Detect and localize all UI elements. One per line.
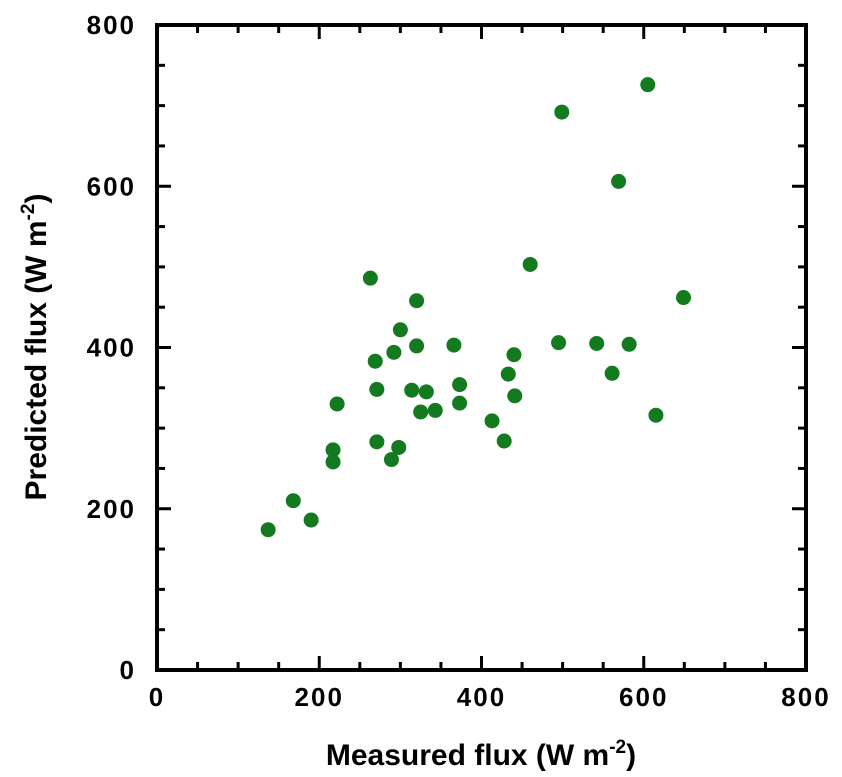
- data-point: [507, 388, 523, 404]
- data-point: [446, 337, 462, 353]
- data-point: [409, 338, 425, 354]
- data-point: [676, 290, 692, 306]
- data-point: [413, 404, 429, 420]
- x-axis-title-superscript: -2: [609, 737, 626, 758]
- data-point: [427, 402, 443, 418]
- data-point: [386, 344, 402, 360]
- data-point: [484, 413, 500, 429]
- data-point: [325, 454, 341, 470]
- x-axis-ticks: [196, 25, 767, 670]
- data-point: [452, 377, 468, 393]
- data-point: [554, 104, 570, 120]
- data-point: [260, 522, 276, 538]
- data-point: [640, 77, 656, 93]
- data-point: [409, 293, 425, 309]
- x-tick-label: 400: [457, 682, 506, 712]
- data-point: [391, 439, 407, 455]
- data-point: [362, 270, 378, 286]
- x-axis-title-text: Measured flux (W m: [326, 739, 609, 772]
- x-tick-label: 600: [619, 682, 668, 712]
- data-point: [369, 381, 385, 397]
- data-point: [329, 396, 345, 412]
- x-tick-label: 800: [781, 682, 830, 712]
- x-tick-label: 200: [295, 682, 344, 712]
- y-tick-label: 600: [87, 171, 136, 201]
- data-point: [611, 173, 627, 189]
- y-axis-title-tail: ): [20, 194, 53, 204]
- x-axis-title-tail: ): [626, 739, 636, 772]
- y-tick-label: 0: [120, 655, 136, 685]
- x-axis-tick-labels: 0 200 400 600 800: [149, 682, 830, 712]
- y-axis-ticks: [157, 63, 806, 632]
- data-point: [589, 335, 605, 351]
- data-point: [648, 407, 664, 423]
- data-point: [506, 347, 522, 363]
- data-point: [496, 433, 512, 449]
- data-point: [404, 382, 420, 398]
- data-point: [369, 434, 385, 450]
- y-axis-tick-labels: 0 200 400 600 800: [87, 10, 136, 685]
- y-tick-label: 800: [87, 10, 136, 40]
- data-point: [325, 442, 341, 458]
- y-tick-label: 400: [87, 333, 136, 363]
- data-point: [392, 322, 408, 338]
- data-point: [367, 353, 383, 369]
- data-point: [522, 256, 538, 272]
- data-point: [500, 366, 516, 382]
- data-point: [551, 335, 567, 351]
- data-point: [418, 384, 434, 400]
- x-axis-title: Measured flux (W m-2): [326, 737, 636, 772]
- y-axis-title-superscript: -2: [18, 204, 39, 221]
- plot-frame: [155, 23, 808, 672]
- data-points: [260, 77, 692, 538]
- data-point: [621, 336, 637, 352]
- data-point: [604, 365, 620, 381]
- y-tick-label: 200: [87, 494, 136, 524]
- data-point: [303, 512, 319, 528]
- data-point: [452, 395, 468, 411]
- y-axis-title-text: Predicted flux (W m: [20, 220, 53, 500]
- data-point: [285, 493, 301, 509]
- y-axis-title: Predicted flux (W m-2): [18, 194, 53, 501]
- x-tick-label: 0: [149, 682, 165, 712]
- data-point: [383, 452, 399, 468]
